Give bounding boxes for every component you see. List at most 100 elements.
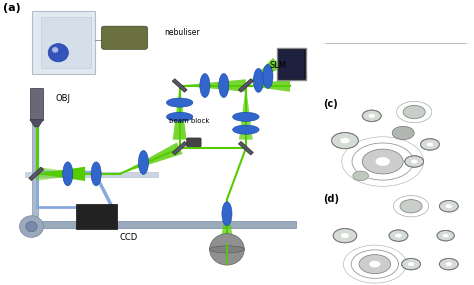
Circle shape <box>389 230 408 241</box>
Ellipse shape <box>210 246 244 253</box>
Circle shape <box>452 51 458 55</box>
Circle shape <box>375 157 390 166</box>
Circle shape <box>210 234 244 265</box>
Circle shape <box>395 234 402 238</box>
Circle shape <box>454 11 456 12</box>
Circle shape <box>411 160 418 164</box>
Ellipse shape <box>63 162 73 186</box>
Circle shape <box>384 52 387 54</box>
Circle shape <box>350 32 353 33</box>
Circle shape <box>454 73 456 75</box>
Polygon shape <box>246 79 290 92</box>
Circle shape <box>439 201 458 212</box>
Circle shape <box>412 48 429 58</box>
Circle shape <box>350 11 353 12</box>
Ellipse shape <box>166 112 193 121</box>
Polygon shape <box>29 167 44 181</box>
Polygon shape <box>30 120 43 127</box>
Circle shape <box>350 52 353 54</box>
Circle shape <box>380 50 392 56</box>
Circle shape <box>346 29 357 36</box>
Circle shape <box>420 139 439 150</box>
Circle shape <box>377 6 394 17</box>
Circle shape <box>415 8 426 15</box>
Circle shape <box>362 110 381 122</box>
Circle shape <box>384 11 387 12</box>
Circle shape <box>346 71 357 77</box>
Circle shape <box>377 27 394 38</box>
Polygon shape <box>36 167 85 181</box>
Circle shape <box>443 234 449 237</box>
Text: OBJ: OBJ <box>55 94 70 103</box>
Text: (d): (d) <box>323 194 339 204</box>
Circle shape <box>405 156 424 167</box>
Ellipse shape <box>263 64 273 88</box>
Ellipse shape <box>138 150 148 174</box>
Circle shape <box>19 216 44 237</box>
Polygon shape <box>173 86 187 140</box>
Circle shape <box>412 27 429 38</box>
Text: (a): (a) <box>3 3 21 13</box>
Circle shape <box>348 30 354 34</box>
Circle shape <box>48 44 68 62</box>
Circle shape <box>341 233 349 238</box>
Circle shape <box>412 69 429 79</box>
Circle shape <box>348 51 354 55</box>
Circle shape <box>52 47 58 53</box>
Text: nebuliser: nebuliser <box>164 28 200 37</box>
Circle shape <box>419 52 422 54</box>
Circle shape <box>359 255 391 274</box>
Circle shape <box>418 51 423 55</box>
Text: beam block: beam block <box>169 118 209 124</box>
Circle shape <box>447 69 464 79</box>
Circle shape <box>380 71 392 77</box>
Circle shape <box>343 6 360 17</box>
Circle shape <box>383 51 389 55</box>
Circle shape <box>346 8 357 15</box>
Polygon shape <box>36 167 85 181</box>
Circle shape <box>447 6 464 17</box>
Ellipse shape <box>222 202 232 226</box>
Bar <box>277 48 306 80</box>
Circle shape <box>427 142 433 146</box>
Circle shape <box>408 262 414 266</box>
Circle shape <box>369 261 380 267</box>
Ellipse shape <box>166 98 193 107</box>
Bar <box>41 17 91 68</box>
Polygon shape <box>239 86 253 140</box>
Circle shape <box>447 27 464 38</box>
Polygon shape <box>246 58 282 86</box>
Circle shape <box>333 229 357 243</box>
Circle shape <box>403 105 425 119</box>
Bar <box>25 221 296 228</box>
Polygon shape <box>221 200 233 241</box>
Circle shape <box>439 258 458 270</box>
Bar <box>31 91 38 222</box>
Polygon shape <box>238 141 253 155</box>
Circle shape <box>348 72 354 76</box>
Circle shape <box>368 114 375 118</box>
Circle shape <box>377 48 394 58</box>
Circle shape <box>419 11 422 12</box>
Ellipse shape <box>254 68 264 92</box>
Circle shape <box>383 30 389 34</box>
Bar <box>279 50 304 79</box>
Circle shape <box>418 30 423 34</box>
Circle shape <box>401 258 420 270</box>
Circle shape <box>26 221 37 232</box>
Ellipse shape <box>200 74 210 97</box>
Circle shape <box>418 10 423 13</box>
Circle shape <box>454 32 456 33</box>
Circle shape <box>350 73 353 75</box>
Circle shape <box>384 73 387 75</box>
Circle shape <box>340 138 350 143</box>
Ellipse shape <box>233 125 259 134</box>
Circle shape <box>415 50 426 56</box>
Circle shape <box>419 73 422 75</box>
Circle shape <box>437 231 454 241</box>
Circle shape <box>446 262 452 266</box>
Circle shape <box>450 29 461 36</box>
Circle shape <box>452 72 458 76</box>
Polygon shape <box>238 79 253 92</box>
Circle shape <box>377 69 394 79</box>
